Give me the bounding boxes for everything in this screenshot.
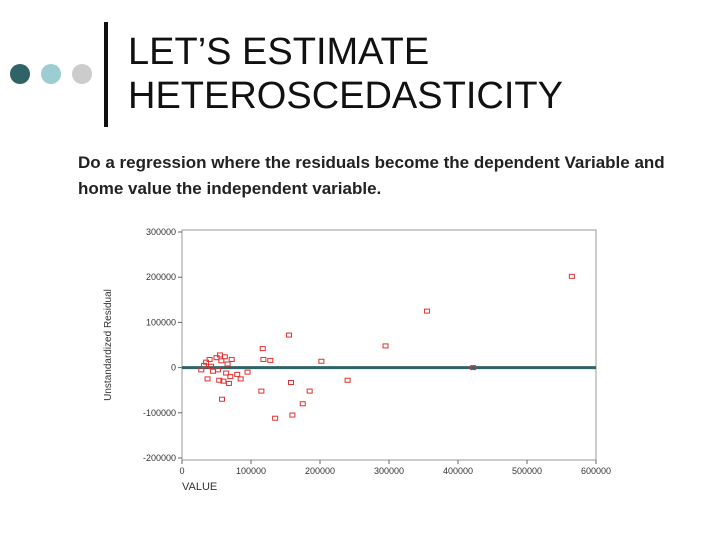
scatter-point <box>344 377 351 383</box>
scatter-point <box>198 367 205 373</box>
scatter-point <box>207 363 214 369</box>
scatter-point <box>258 388 265 394</box>
y-axis-ticks: 300000 200000 100000 0 -100000 -200000 <box>143 227 182 463</box>
x-tick-label: 600000 <box>581 466 611 476</box>
scatter-point <box>423 308 430 314</box>
scatter-point <box>213 355 220 361</box>
scatter-point <box>288 380 295 386</box>
scatter-point <box>214 367 221 373</box>
x-tick-label: 400000 <box>443 466 473 476</box>
scatter-point <box>237 376 244 382</box>
gray-dot <box>72 64 92 84</box>
light-teal-dot <box>41 64 61 84</box>
scatter-point <box>223 370 230 376</box>
x-tick-label: 100000 <box>236 466 266 476</box>
y-tick-label: -100000 <box>143 408 176 418</box>
x-tick-label: 200000 <box>305 466 335 476</box>
residual-scatter-plot: 300000 200000 100000 0 -100000 -200000 0 10000… <box>103 227 611 493</box>
decorative-dots <box>10 64 96 86</box>
scatter-point <box>219 396 226 402</box>
scatter-point <box>267 357 274 363</box>
plot-area-frame <box>181 229 597 461</box>
scatter-point <box>227 374 234 380</box>
scatter-point <box>224 361 231 367</box>
scatter-point <box>221 354 228 360</box>
scatter-point <box>216 377 223 383</box>
y-tick-label: 200000 <box>146 272 176 282</box>
y-tick-label: 100000 <box>146 317 176 327</box>
slide-title-line-1: LET’S ESTIMATE <box>128 31 430 73</box>
slide-title: LET’S ESTIMATE HETEROSCEDASTICITY <box>128 30 563 118</box>
y-tick-label: -200000 <box>143 453 176 463</box>
scatter-point <box>204 376 211 382</box>
y-tick-label: 300000 <box>146 227 176 237</box>
x-tick-label: 0 <box>179 466 184 476</box>
scatter-point <box>259 346 266 352</box>
scatter-point <box>285 332 292 338</box>
scatter-point <box>206 356 213 362</box>
scatter-point <box>272 415 279 421</box>
y-axis-label: Unstandardized Residual <box>103 289 114 401</box>
slide-body-text: Do a regression where the residuals beco… <box>78 153 665 198</box>
scatter-point <box>289 412 296 418</box>
scatter-point <box>568 273 575 279</box>
x-tick-label: 300000 <box>374 466 404 476</box>
scatter-point <box>218 358 225 364</box>
scatter-points <box>198 273 575 421</box>
x-axis-label: VALUE <box>182 481 217 493</box>
y-tick-label: 0 <box>171 363 176 373</box>
dark-teal-dot <box>10 64 30 84</box>
scatter-point <box>470 365 477 371</box>
title-divider <box>104 22 108 127</box>
scatter-point <box>234 371 241 377</box>
scatter-point <box>203 359 210 365</box>
scatter-point <box>220 378 227 384</box>
scatter-point <box>225 380 232 386</box>
slide-title-line-2: HETEROSCEDASTICITY <box>128 75 563 117</box>
scatter-point <box>299 401 306 407</box>
scatter-point <box>318 358 325 364</box>
scatter-point <box>306 388 313 394</box>
scatter-point <box>260 356 267 362</box>
scatter-point <box>382 343 389 349</box>
x-tick-label: 500000 <box>512 466 542 476</box>
x-axis-ticks: 0 100000 200000 300000 400000 500000 600000 <box>179 460 611 476</box>
scatter-point <box>228 356 235 362</box>
scatter-point <box>244 369 251 375</box>
